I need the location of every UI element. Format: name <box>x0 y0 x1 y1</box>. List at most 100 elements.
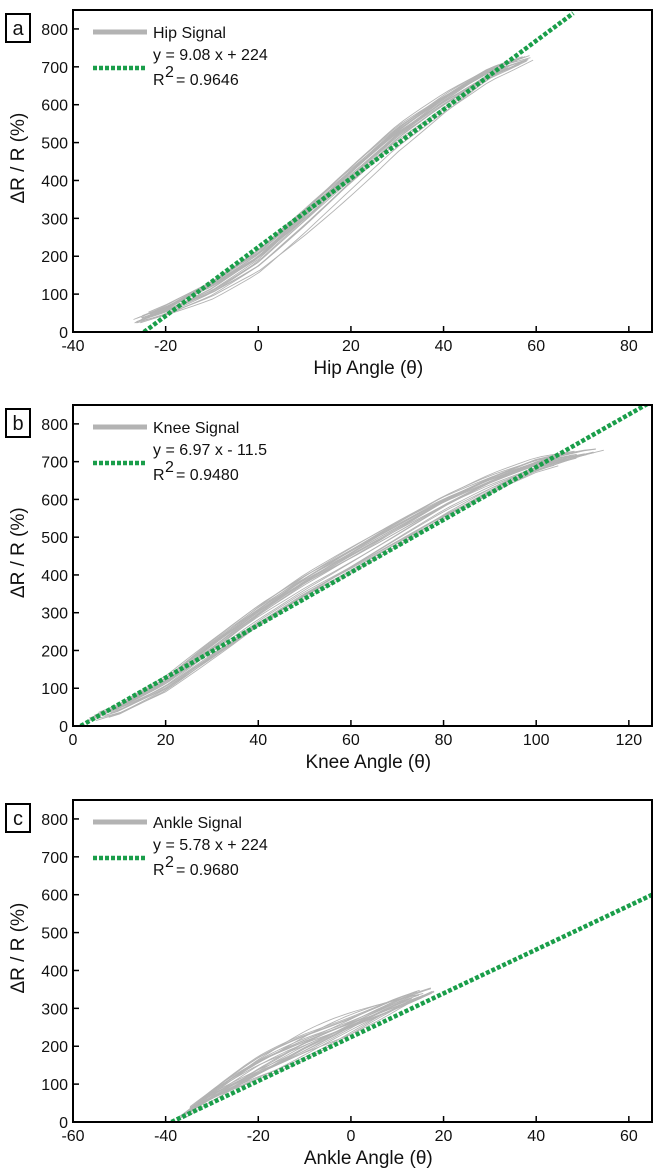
x-axis-title: Hip Angle (θ) <box>313 358 423 379</box>
signal-trace <box>135 63 504 323</box>
y-tick-label: 500 <box>41 926 68 943</box>
y-tick-label: 700 <box>41 850 68 867</box>
legend-r2-value: = 0.9480 <box>176 467 239 484</box>
legend-fit-equation: y = 9.08 x + 224 <box>153 47 268 64</box>
x-tick-label: 80 <box>620 338 638 355</box>
legend-r2-exponent: 2 <box>165 64 174 81</box>
panel-letter-box <box>5 408 31 438</box>
legend-fit-equation: y = 5.78 x + 224 <box>153 837 268 854</box>
y-tick-label: 400 <box>41 568 68 585</box>
signal-trace <box>117 464 555 711</box>
x-tick-label: -20 <box>154 338 177 355</box>
chart-panel-a: -40 -20 0 20 40 60 800100200300400500600700800… <box>5 9 653 379</box>
signal-trace <box>110 454 588 714</box>
y-tick-label: 0 <box>59 719 68 736</box>
x-tick-label: 80 <box>435 732 453 749</box>
legend-r2-value: = 0.9680 <box>176 862 239 879</box>
legend-r2: R <box>153 72 165 89</box>
y-axis-title: ΔR / R (%) <box>8 903 29 994</box>
chart-panel-c: -60 -40 -20 0 20 40 60010020030040050060070080… <box>5 799 653 1169</box>
y-tick-label: 0 <box>59 325 68 342</box>
signal-trace <box>184 991 418 1116</box>
x-tick-label: 20 <box>342 338 360 355</box>
y-tick-label: 100 <box>41 287 68 304</box>
signal-trace <box>188 993 429 1111</box>
x-axis-title: Ankle Angle (θ) <box>304 1148 433 1169</box>
x-tick-label: 100 <box>523 732 550 749</box>
legend-r2-value: = 0.9646 <box>176 72 239 89</box>
y-tick-label: 600 <box>41 98 68 115</box>
y-tick-label: 200 <box>41 1039 68 1056</box>
x-tick-label: 40 <box>249 732 267 749</box>
y-tick-label: 700 <box>41 455 68 472</box>
signal-series-b <box>86 448 604 722</box>
chart-panel-b: 0 20 40 60 80 100 120 0 100 200 300 400 500 600 700 800… <box>5 404 653 773</box>
signal-trace <box>136 59 534 322</box>
x-tick-label: 60 <box>527 338 545 355</box>
signal-trace <box>184 997 412 1115</box>
signal-trace <box>191 992 432 1110</box>
y-tick-label: 500 <box>41 136 68 153</box>
x-tick-label: 40 <box>527 1128 545 1145</box>
legend-fit-equation: y = 6.97 x - 11.5 <box>153 442 267 459</box>
signal-trace <box>97 454 574 717</box>
panel-letter-box <box>5 13 31 43</box>
panel-letter: c <box>13 808 23 830</box>
signal-trace <box>93 457 577 718</box>
signal-trace <box>189 989 420 1111</box>
signal-trace <box>110 450 575 709</box>
signal-trace <box>193 994 415 1109</box>
legend-r2-exponent: 2 <box>165 854 174 871</box>
signal-trace <box>89 458 566 719</box>
x-tick-label: 0 <box>254 338 263 355</box>
y-tick-label: 300 <box>41 1001 68 1018</box>
y-tick-label: 800 <box>41 812 68 829</box>
x-tick-label: -60 <box>61 1128 84 1145</box>
legend-r2-exponent: 2 <box>165 459 174 476</box>
y-tick-label: 200 <box>41 643 68 660</box>
x-tick-label: 20 <box>157 732 175 749</box>
signal-trace <box>193 1001 410 1110</box>
fit-line-b <box>79 405 651 726</box>
x-tick-label: 0 <box>346 1128 355 1145</box>
y-tick-label: 300 <box>41 606 68 623</box>
x-tick-label: 40 <box>435 338 453 355</box>
legend-signal-label: Hip Signal <box>153 25 226 42</box>
signal-trace <box>140 58 528 324</box>
signal-trace <box>102 453 577 713</box>
panel-letter-box <box>5 803 31 833</box>
y-tick-label: 100 <box>41 1077 68 1094</box>
x-tick-label: -20 <box>247 1128 270 1145</box>
fit-line-c <box>170 892 652 1122</box>
legend-signal-label: Ankle Signal <box>153 815 242 832</box>
axes-box <box>72 9 653 333</box>
y-tick-label: 800 <box>41 22 68 39</box>
y-tick-label: 300 <box>41 211 68 228</box>
y-tick-label: 500 <box>41 530 68 547</box>
axes-box <box>72 404 653 727</box>
y-axis-title: ΔR / R (%) <box>8 113 29 204</box>
legend-signal-label: Knee Signal <box>153 420 239 437</box>
y-tick-label: 600 <box>41 888 68 905</box>
panel-letter: b <box>12 413 23 435</box>
signal-trace <box>185 994 413 1115</box>
signal-trace <box>189 994 419 1114</box>
fit-line-a <box>142 11 575 332</box>
y-tick-label: 600 <box>41 492 68 509</box>
signal-trace <box>114 451 571 709</box>
signal-trace <box>109 454 584 711</box>
x-tick-label: 0 <box>69 732 78 749</box>
y-tick-label: 700 <box>41 60 68 77</box>
y-tick-label: 100 <box>41 681 68 698</box>
y-tick-label: 400 <box>41 173 68 190</box>
x-tick-label: 120 <box>615 732 642 749</box>
y-tick-label: 800 <box>41 417 68 434</box>
x-tick-label: 20 <box>435 1128 453 1145</box>
panel-letter: a <box>12 18 24 40</box>
y-axis-title: ΔR / R (%) <box>8 507 29 598</box>
y-tick-label: 400 <box>41 963 68 980</box>
legend-r2: R <box>153 467 165 484</box>
y-tick-label: 0 <box>59 1115 68 1132</box>
